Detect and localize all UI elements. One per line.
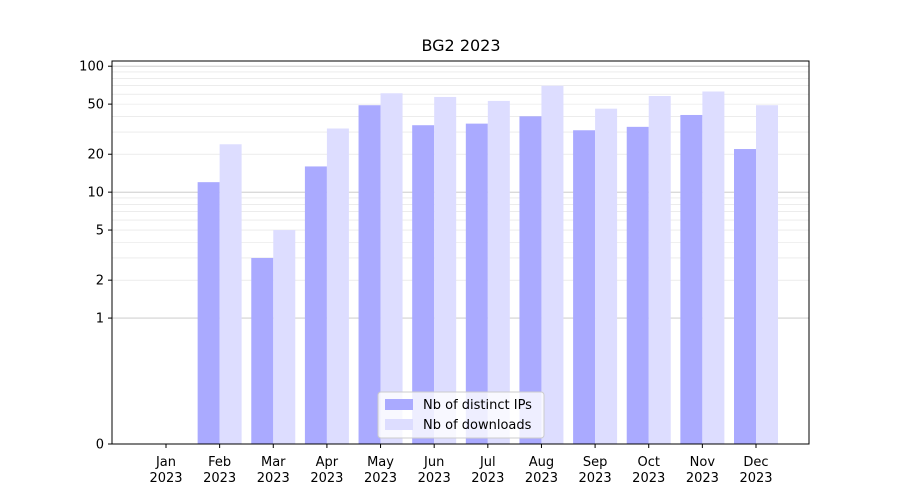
- bar-downloads: [648, 96, 671, 445]
- plot-frame: [111, 60, 810, 445]
- bars: [197, 85, 778, 445]
- bar-downloads: [702, 91, 725, 445]
- x-tick-label-year: 2023: [149, 471, 182, 486]
- legend-swatch: [385, 399, 413, 410]
- x-tick-label-month: Dec: [743, 455, 768, 470]
- x-tick-label-year: 2023: [739, 471, 772, 486]
- x-tick-label-year: 2023: [632, 471, 665, 486]
- x-tick-label-year: 2023: [418, 471, 451, 486]
- x-tick-label-month: Jun: [423, 455, 444, 470]
- legend: Nb of distinct IPs Nb of downloads: [377, 391, 545, 439]
- y-tick-labels: 0 1 2 5 10 20 50 100: [79, 60, 104, 453]
- bar-distinct-ips: [358, 105, 381, 444]
- bar-distinct-ips: [412, 125, 435, 444]
- bar-downloads: [273, 230, 296, 444]
- y-tick-label: 0: [96, 438, 104, 453]
- bar-distinct-ips: [519, 116, 542, 444]
- y-tick-label: 50: [87, 98, 104, 113]
- x-tick-label-month: Mar: [261, 455, 286, 470]
- legend-label: Nb of distinct IPs: [423, 398, 532, 413]
- x-tick-labels: Jan2023Feb2023Mar2023Apr2023May2023Jun20…: [149, 455, 772, 486]
- x-tick-label-month: Jan: [155, 455, 176, 470]
- bar-distinct-ips: [251, 257, 274, 444]
- legend-box: [377, 391, 545, 439]
- x-tick-label-year: 2023: [579, 471, 612, 486]
- x-tick-label-month: Nov: [690, 455, 716, 470]
- legend-swatch: [385, 419, 413, 430]
- y-tick-label: 5: [96, 224, 104, 239]
- x-tick-label-month: Apr: [316, 455, 339, 470]
- bar-distinct-ips: [734, 149, 756, 445]
- x-tick-label-year: 2023: [310, 471, 343, 486]
- bar-distinct-ips: [680, 114, 703, 445]
- bar-distinct-ips: [573, 130, 596, 444]
- bar-downloads: [487, 100, 510, 444]
- bar-downloads: [541, 85, 564, 445]
- bar-downloads: [595, 108, 618, 445]
- axes: [108, 60, 810, 448]
- bar-distinct-ips: [197, 182, 220, 444]
- bar-downloads: [219, 144, 242, 444]
- x-tick-label-year: 2023: [364, 471, 397, 486]
- x-tick-label-year: 2023: [203, 471, 236, 486]
- bar-downloads: [756, 105, 778, 444]
- y-tick-label: 10: [87, 186, 104, 201]
- x-tick-label-month: Oct: [637, 455, 659, 470]
- x-tick-label-year: 2023: [686, 471, 719, 486]
- bar-distinct-ips: [304, 166, 327, 444]
- bar-downloads: [380, 93, 403, 444]
- y-tick-label: 20: [87, 148, 104, 163]
- bar-distinct-ips: [626, 126, 649, 445]
- bar-downloads: [434, 96, 457, 444]
- x-tick-label-month: Feb: [208, 455, 231, 470]
- chart-title: BG2 2023: [421, 36, 500, 55]
- x-tick-label-month: May: [367, 455, 394, 470]
- y-tick-label: 100: [79, 60, 104, 75]
- x-tick-label-month: Jul: [479, 455, 496, 470]
- legend-label: Nb of downloads: [423, 418, 532, 433]
- bar-downloads: [326, 128, 349, 444]
- x-tick-label-year: 2023: [525, 471, 558, 486]
- y-tick-label: 1: [96, 312, 104, 327]
- x-tick-label-year: 2023: [471, 471, 504, 486]
- y-tick-label: 2: [96, 274, 104, 289]
- x-tick-label-month: Sep: [583, 455, 608, 470]
- x-tick-label-month: Aug: [529, 455, 554, 470]
- bar-distinct-ips: [465, 123, 488, 444]
- x-tick-label-year: 2023: [257, 471, 290, 486]
